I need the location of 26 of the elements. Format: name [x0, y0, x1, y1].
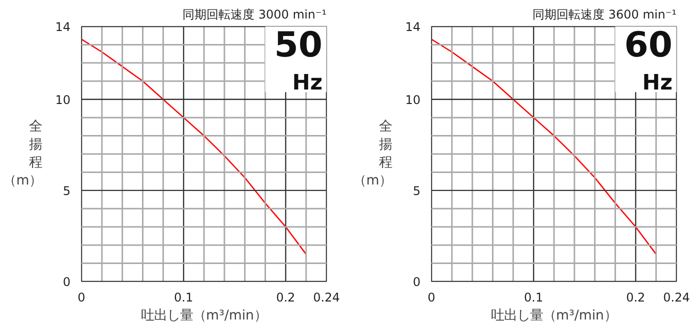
x-axis-title: 吐出し量（m³/min）	[491, 308, 617, 324]
x-tick-label: 0	[428, 290, 436, 304]
x-tick-label: 0.1	[524, 290, 544, 304]
y-tick-label: 10	[55, 92, 71, 107]
annotation: Hz	[292, 70, 322, 96]
y-tick-label: 0	[412, 275, 421, 289]
y-tick-label: 14	[55, 20, 71, 34]
y-tick-label: 10	[405, 92, 421, 107]
x-tick-label: 0	[78, 290, 86, 304]
x-tick-label: 0.24	[663, 290, 690, 304]
x-tick-label: 0.2	[626, 290, 646, 304]
annotation: 60	[624, 26, 673, 66]
annotation: Hz	[642, 70, 672, 96]
x-tick-label: 0.24	[313, 290, 340, 304]
x-axis-title: 吐出し量（m³/min）	[141, 308, 267, 324]
annotation: 50	[274, 26, 323, 66]
y-axis-title: 全揚程（m）	[3, 120, 42, 188]
y-tick-label: 5	[412, 184, 421, 198]
y-tick-label: 0	[62, 275, 71, 289]
y-tick-label: 14	[405, 20, 421, 34]
x-tick-label: 0.1	[174, 290, 194, 304]
chart-title: 同期回転速度 3600 min⁻¹	[532, 8, 677, 22]
x-tick-label: 0.2	[276, 290, 296, 304]
chart-title: 同期回転速度 3000 min⁻¹	[182, 8, 327, 22]
y-axis-title: 全揚程（m）	[353, 120, 392, 188]
y-tick-label: 5	[62, 184, 71, 198]
